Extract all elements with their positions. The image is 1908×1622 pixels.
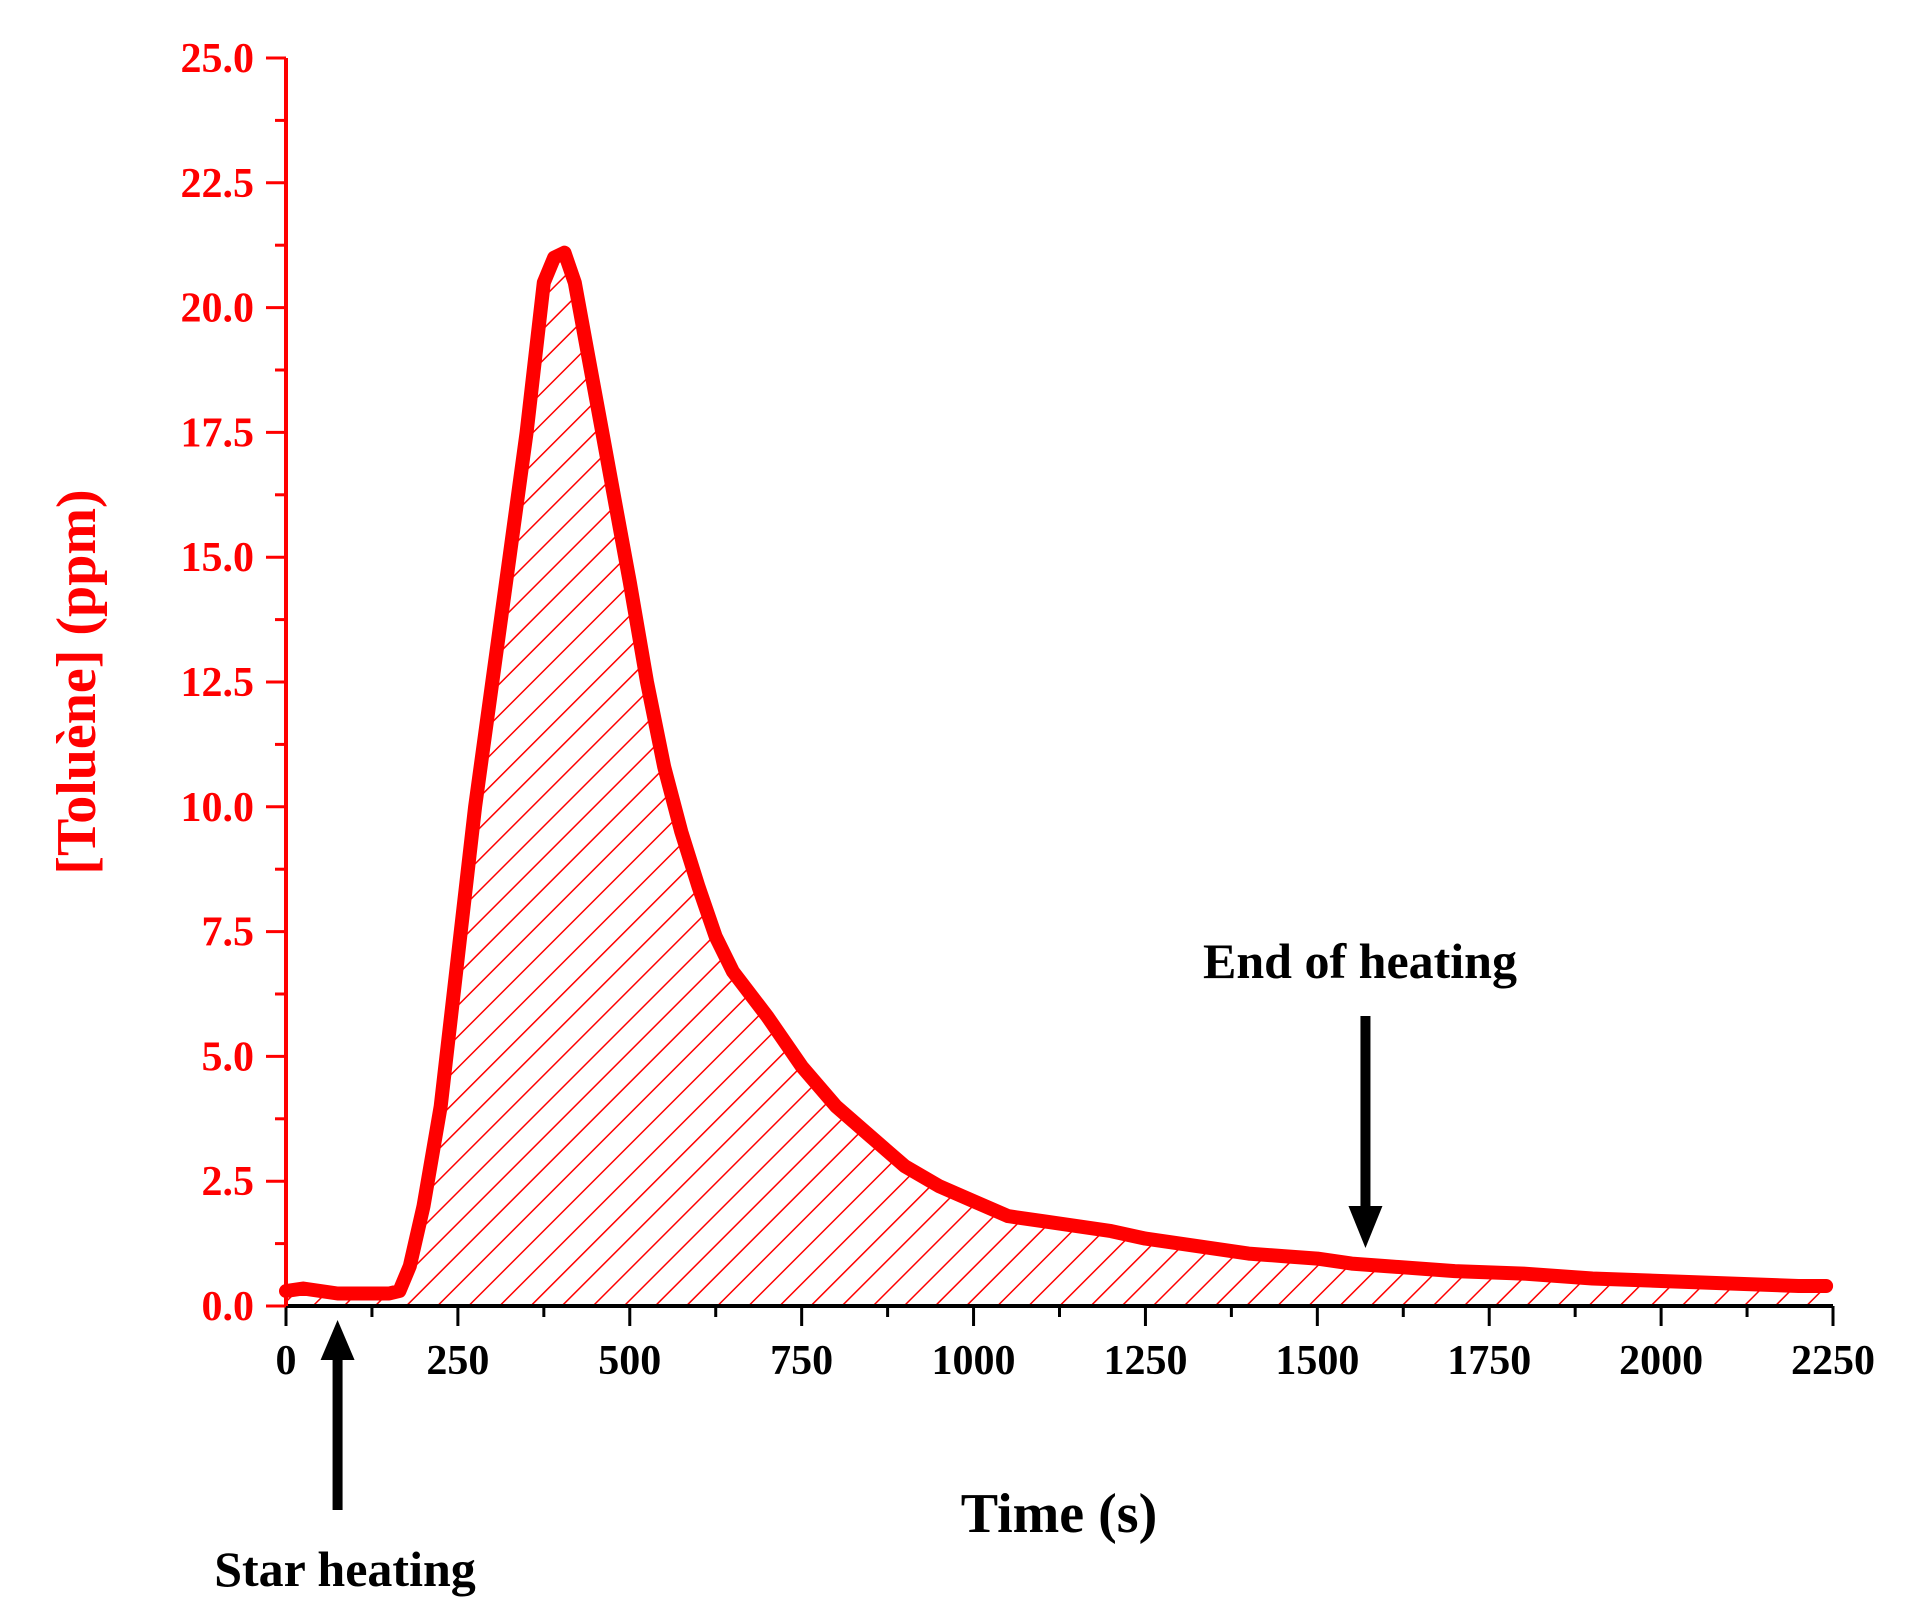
x-tick-label: 1250	[1103, 1338, 1187, 1384]
x-tick-label: 750	[770, 1338, 833, 1384]
y-tick-label: 20.0	[181, 286, 255, 332]
y-tick-label: 7.5	[202, 910, 255, 956]
x-tick-label: 500	[598, 1338, 661, 1384]
x-axis: 0 250 500 750 1000 1250 1500 1750 2000 2250 Time …	[276, 1304, 1875, 1545]
series-area-fill	[286, 252, 1827, 1307]
start-heating-arrow-head	[320, 1320, 355, 1360]
x-axis-title: Time (s)	[961, 1483, 1158, 1545]
y-axis-title: [Toluène] (ppm)	[46, 489, 108, 874]
x-tick-label: 0	[276, 1338, 297, 1384]
x-tick-label: 1000	[932, 1338, 1016, 1384]
annotations: Star heating End of heating	[214, 933, 1517, 1597]
y-tick-label: 17.5	[181, 410, 255, 456]
plot-area	[279, 245, 1834, 1307]
y-tick-label: 25.0	[181, 36, 255, 82]
y-tick-label: 12.5	[181, 660, 255, 706]
y-axis: 0.0 2.5 5.0 7.5 10.0 12.5 15.0 17.5 20.0 22.5 25.0…	[46, 36, 288, 1330]
y-tick-label: 5.0	[202, 1034, 255, 1080]
y-tick-label: 10.0	[181, 785, 255, 831]
x-tick-label: 1750	[1447, 1338, 1531, 1384]
y-tick-label: 22.5	[181, 161, 255, 207]
y-tick-label: 0.0	[202, 1284, 255, 1330]
x-tick-label: 1500	[1275, 1338, 1359, 1384]
end-heating-arrow-head	[1348, 1206, 1383, 1248]
x-tick-label: 250	[426, 1338, 489, 1384]
end-heating-label: End of heating	[1203, 933, 1517, 989]
y-tick-label: 15.0	[181, 535, 255, 581]
x-tick-label: 2250	[1791, 1338, 1875, 1384]
series-line	[279, 245, 1834, 1301]
y-tick-label: 2.5	[202, 1159, 255, 1205]
start-heating-label: Star heating	[214, 1541, 476, 1597]
x-tick-label: 2000	[1619, 1338, 1703, 1384]
